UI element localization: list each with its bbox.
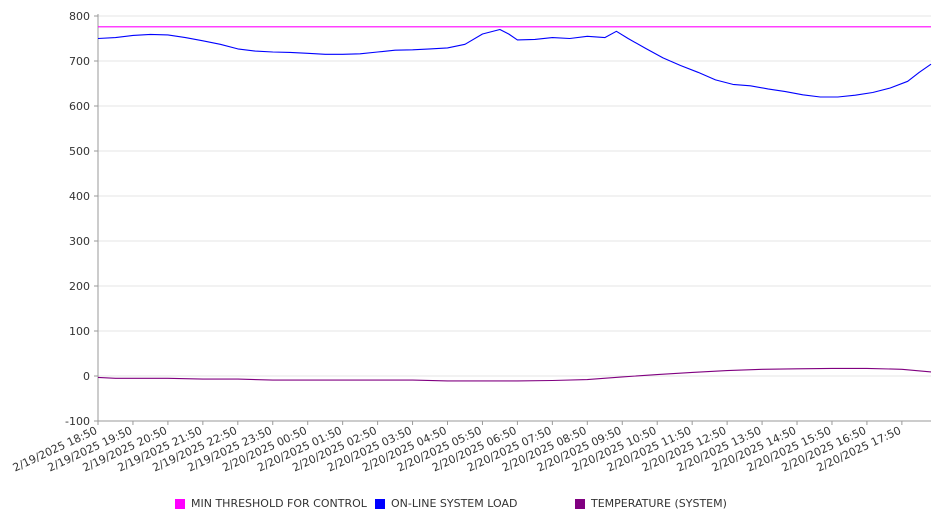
legend: MIN THRESHOLD FOR CONTROL ON-LINE SYSTEM… (0, 497, 946, 515)
y-tick-label: 600 (69, 100, 90, 113)
y-tick-label: 800 (69, 10, 90, 23)
y-tick-label: 400 (69, 190, 90, 203)
y-tick-label: 700 (69, 55, 90, 68)
y-tick-labels: -100 0 100 200 300 400 500 600 700 800 (65, 10, 90, 428)
legend-label: ON-LINE SYSTEM LOAD (391, 497, 518, 510)
legend-label: MIN THRESHOLD FOR CONTROL (191, 497, 367, 510)
legend-label: TEMPERATURE (SYSTEM) (591, 497, 727, 510)
legend-swatch-purple (575, 498, 585, 509)
y-tick-label: 100 (69, 325, 90, 338)
x-tick-labels: 2/19/2025 18:502/19/2025 19:502/19/2025 … (11, 424, 903, 474)
y-tick-label: 0 (83, 370, 90, 383)
y-tick-label: -100 (65, 415, 90, 428)
gridlines (98, 15, 931, 422)
axes (94, 14, 931, 425)
series-line-2 (97, 367, 932, 382)
legend-swatch-blue (375, 498, 385, 509)
legend-item-min-threshold[interactable]: MIN THRESHOLD FOR CONTROL (175, 497, 367, 510)
series-line-1 (97, 28, 932, 98)
legend-item-system-load[interactable]: ON-LINE SYSTEM LOAD (375, 497, 517, 510)
legend-swatch-magenta (175, 498, 185, 509)
y-tick-label: 200 (69, 280, 90, 293)
y-tick-label: 500 (69, 145, 90, 158)
legend-item-temperature[interactable]: TEMPERATURE (SYSTEM) (575, 497, 727, 510)
series-lines (97, 26, 932, 382)
y-tick-label: 300 (69, 235, 90, 248)
